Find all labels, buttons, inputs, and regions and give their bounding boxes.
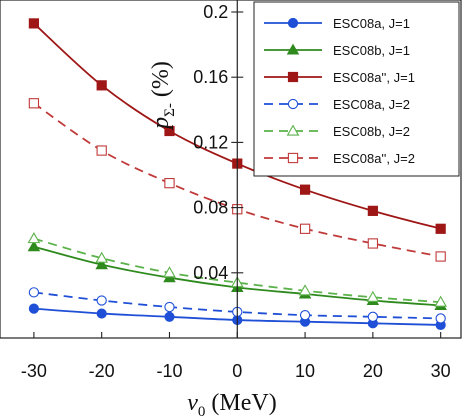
data-point <box>435 223 446 234</box>
legend-label: ESC08b, J=2 <box>333 124 410 139</box>
data-point <box>299 184 311 195</box>
data-point <box>28 303 39 314</box>
x-axis-title: v0 (MeV) <box>187 390 276 420</box>
legend-marker <box>287 17 299 29</box>
legend-marker <box>286 124 300 136</box>
y-axis-title: pΣ- (%) <box>148 61 178 131</box>
data-point <box>435 313 446 324</box>
data-point <box>367 311 379 322</box>
data-point <box>95 258 108 270</box>
legend-label: ESC08a, J=1 <box>333 16 410 31</box>
data-point <box>96 80 107 91</box>
legend-label: ESC08b, J=1 <box>333 43 410 58</box>
y-tick-label: 0.12 <box>193 132 228 152</box>
data-point <box>95 251 109 263</box>
legend-marker <box>286 43 300 55</box>
data-point <box>164 125 175 137</box>
legend-box <box>253 1 460 177</box>
data-point <box>366 290 380 302</box>
legend-label: ESC08a'', J=2 <box>333 151 415 166</box>
data-point <box>299 223 311 234</box>
x-tick-label: -20 <box>89 361 115 381</box>
x-tick-label: -30 <box>21 361 47 381</box>
data-point <box>164 178 175 189</box>
data-point <box>96 145 107 156</box>
data-point <box>434 295 448 307</box>
data-point <box>27 240 41 252</box>
data-point <box>163 266 176 278</box>
data-point <box>435 251 446 262</box>
data-point <box>28 98 40 109</box>
data-point <box>298 284 312 296</box>
data-point <box>28 18 39 29</box>
legend-label: ESC08a, J=2 <box>333 97 410 112</box>
data-point <box>367 238 379 249</box>
legend-marker <box>287 98 299 110</box>
data-point <box>367 205 378 216</box>
x-tick-label: 20 <box>363 361 383 381</box>
plot-frame <box>0 0 462 339</box>
y-tick-label: 0.2 <box>203 2 228 22</box>
data-point <box>299 310 311 321</box>
axis-layer: 0.04 0.08 0.12 0.16 0.2 -30 -20 -10 0 10 20 30 <box>21 0 451 381</box>
x-tick-label: 30 <box>431 361 451 381</box>
x-tick-label: 0 <box>232 361 242 381</box>
y-tick-label: 0.04 <box>193 263 228 283</box>
data-point <box>164 301 175 313</box>
data-point <box>164 311 175 322</box>
y-tick-label: 0.16 <box>193 67 228 87</box>
data-point <box>96 295 107 306</box>
data-point <box>96 308 107 319</box>
x-tick-label: 10 <box>295 361 315 381</box>
legend: ESC08a, J=1 ESC08b, J=1 ESC08a'', J=1 ESC08… <box>253 1 460 177</box>
x-tick-label: -10 <box>156 361 182 381</box>
data-point <box>27 232 41 244</box>
data-point <box>28 287 40 298</box>
legend-marker <box>287 152 299 164</box>
legend-marker <box>287 71 299 83</box>
y-tick-label: 0.08 <box>193 198 228 218</box>
legend-label: ESC08a'', J=1 <box>333 70 415 85</box>
